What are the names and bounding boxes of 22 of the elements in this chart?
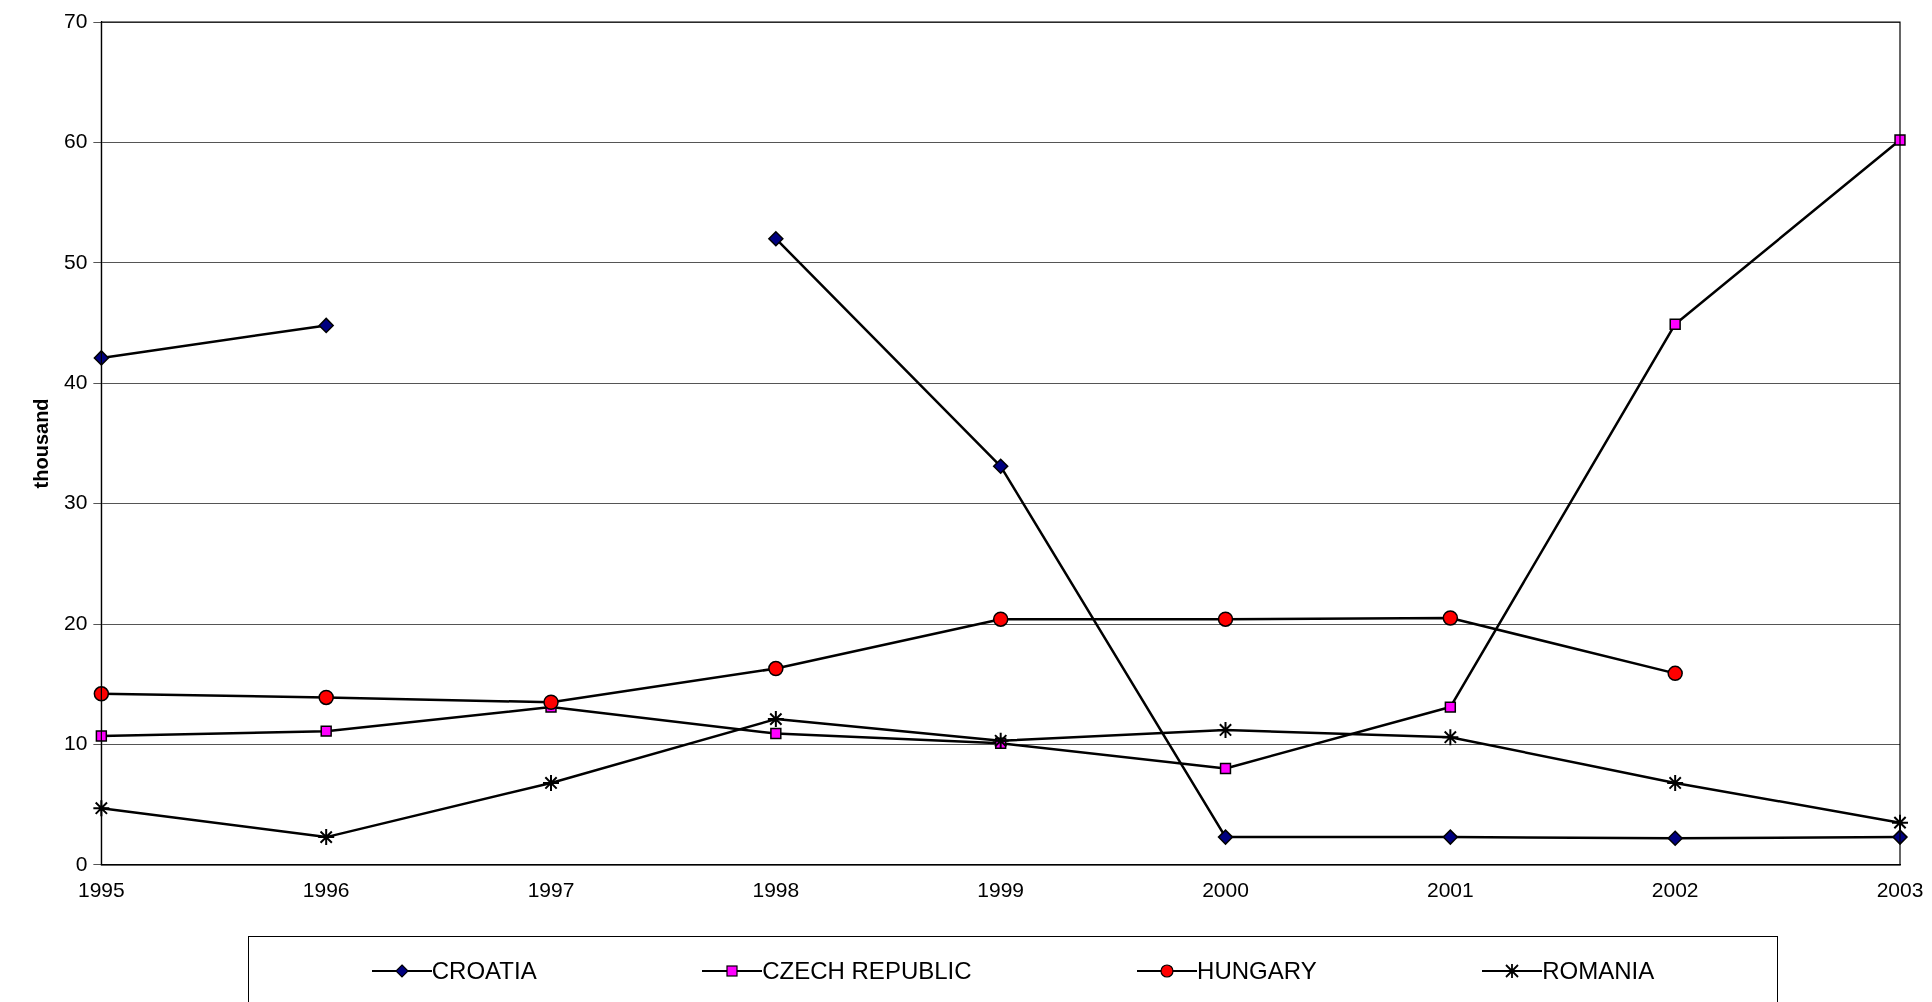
legend-label: ROMANIA xyxy=(1542,957,1655,985)
x-tick-label: 1999 xyxy=(977,878,1025,902)
y-tick-label: 40 xyxy=(64,370,88,393)
x-tick-label: 1995 xyxy=(78,878,125,902)
legend-label: HUNGARY xyxy=(1197,957,1317,985)
x-tick-label: 2003 xyxy=(1876,878,1924,902)
y-tick-label: 0 xyxy=(75,851,88,875)
legend-label: CROATIA xyxy=(431,957,537,985)
y-tick-label: 60 xyxy=(64,129,88,153)
y-tick-label: 10 xyxy=(64,731,88,755)
x-tick-label: 2000 xyxy=(1202,878,1249,902)
x-tick-label: 1996 xyxy=(302,878,350,902)
y-tick-label: 30 xyxy=(64,490,88,514)
y-tick-label: 20 xyxy=(64,610,88,634)
legend-label: CZECH REPUBLIC xyxy=(762,957,972,985)
y-tick-label: 70 xyxy=(64,8,88,32)
x-tick-label: 2001 xyxy=(1426,878,1474,902)
x-tick-label: 1998 xyxy=(752,878,800,902)
y-axis-title: thousand xyxy=(29,398,52,489)
x-tick-label: 2002 xyxy=(1651,878,1699,902)
x-tick-label: 1997 xyxy=(527,878,575,902)
y-tick-label: 50 xyxy=(64,249,88,273)
